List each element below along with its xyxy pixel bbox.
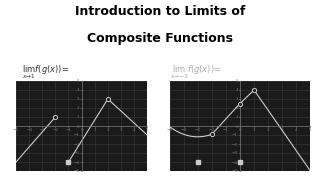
Text: Introduction to Limits of: Introduction to Limits of: [75, 5, 245, 18]
Text: Composite Functions: Composite Functions: [87, 32, 233, 45]
Text: $\lim_{x \to -3} f(g(x)) =$: $\lim_{x \to -3} f(g(x)) =$: [170, 63, 221, 81]
Text: $\lim_{x \to 1} f(g(x)) =$: $\lim_{x \to 1} f(g(x)) =$: [22, 63, 70, 81]
